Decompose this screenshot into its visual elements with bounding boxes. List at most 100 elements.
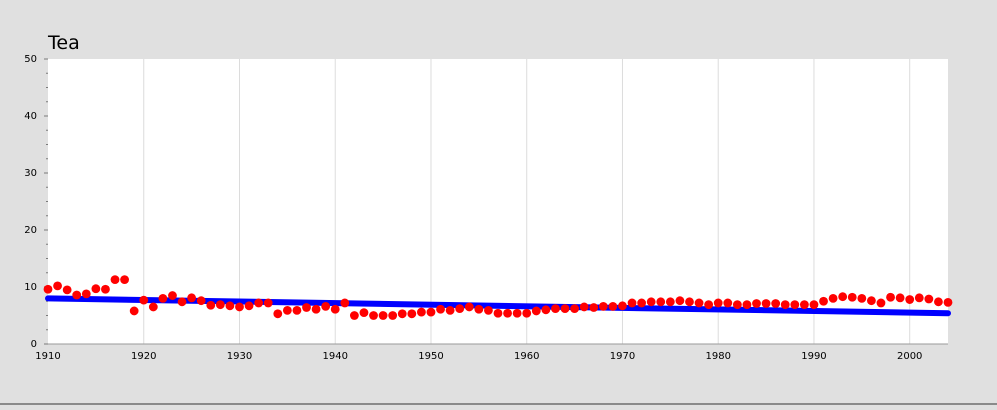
data-point	[91, 284, 101, 294]
data-point	[196, 296, 206, 306]
data-point	[110, 275, 120, 284]
data-point	[349, 311, 359, 320]
data-point	[914, 293, 924, 303]
data-point	[570, 304, 579, 314]
data-point	[589, 303, 599, 312]
data-point	[72, 290, 82, 300]
data-point	[895, 293, 905, 303]
data-point	[828, 294, 838, 303]
x-tick-label: 1990	[801, 351, 826, 362]
data-point	[924, 294, 934, 304]
data-point	[531, 306, 541, 316]
data-point	[62, 285, 72, 295]
data-point	[694, 298, 704, 308]
data-point	[761, 299, 771, 308]
data-point	[665, 297, 675, 307]
data-point	[675, 296, 685, 306]
data-point	[646, 297, 656, 307]
x-tick-label: 1980	[705, 351, 730, 362]
data-point	[263, 298, 273, 308]
data-point	[503, 308, 512, 318]
data-point	[206, 300, 216, 310]
data-point	[244, 301, 254, 311]
data-point	[101, 284, 110, 294]
data-point	[512, 308, 522, 318]
data-point	[81, 289, 91, 299]
grid-layer	[143, 59, 911, 344]
data-point	[378, 311, 388, 320]
data-point	[474, 304, 484, 314]
data-point	[215, 300, 225, 310]
data-point	[225, 301, 235, 311]
axis-layer: 1910 1920 1930 1940 1950 1960 1970 1980 1990 2000…	[24, 54, 948, 362]
data-point	[464, 302, 474, 312]
data-point	[742, 300, 752, 310]
y-tick-label: 10	[24, 282, 37, 293]
data-point	[254, 298, 264, 308]
data-point	[522, 308, 532, 318]
data-point	[148, 302, 158, 312]
data-point	[819, 296, 828, 306]
data-point	[905, 295, 915, 304]
data-point	[43, 284, 53, 294]
data-point	[445, 305, 455, 315]
data-point	[302, 303, 311, 312]
data-point	[541, 305, 551, 315]
data-point	[867, 296, 876, 306]
data-point	[598, 301, 608, 311]
data-point	[809, 300, 819, 310]
data-point	[876, 298, 886, 308]
data-point	[455, 304, 465, 314]
data-point	[637, 298, 647, 308]
data-point	[493, 308, 503, 318]
data-point	[732, 300, 742, 310]
data-point	[723, 298, 733, 308]
x-tick-label: 1960	[514, 351, 539, 362]
y-tick-label: 40	[24, 111, 37, 122]
data-point	[943, 297, 953, 307]
data-point	[857, 294, 867, 303]
points-layer	[43, 275, 953, 320]
data-point	[656, 297, 666, 307]
data-point	[713, 298, 723, 308]
data-point	[177, 297, 187, 307]
x-tick-label: 1910	[35, 351, 60, 362]
data-point	[618, 301, 627, 311]
chart-title: Tea	[47, 32, 80, 54]
data-point	[608, 301, 618, 311]
x-tick-label: 1970	[610, 351, 635, 362]
x-tick-label: 1940	[323, 351, 348, 362]
data-point	[886, 292, 895, 302]
data-point	[158, 294, 168, 303]
data-point	[388, 311, 398, 320]
data-point	[407, 309, 417, 319]
data-point	[235, 302, 244, 312]
x-tick-label: 1950	[418, 351, 443, 362]
data-point	[551, 304, 560, 314]
y-tick-label: 0	[31, 339, 37, 350]
data-point	[120, 275, 129, 284]
data-point	[330, 304, 340, 314]
y-tick-label: 30	[24, 168, 37, 179]
data-point	[704, 300, 714, 310]
data-point	[168, 291, 177, 300]
x-tick-label: 2000	[897, 351, 922, 362]
data-point	[53, 281, 62, 291]
data-point	[685, 297, 694, 307]
data-point	[139, 295, 149, 305]
data-point	[311, 304, 321, 314]
y-tick-label: 50	[24, 54, 37, 65]
data-point	[369, 311, 378, 320]
data-point	[934, 297, 943, 307]
data-point	[321, 301, 331, 311]
data-point	[282, 305, 292, 315]
data-point	[790, 300, 800, 310]
data-point	[752, 299, 761, 308]
data-point	[340, 298, 350, 308]
x-tick-label: 1920	[131, 351, 156, 362]
data-point	[560, 304, 570, 314]
data-point	[397, 309, 407, 319]
y-tick-label: 20	[24, 225, 37, 236]
data-point	[484, 305, 493, 315]
